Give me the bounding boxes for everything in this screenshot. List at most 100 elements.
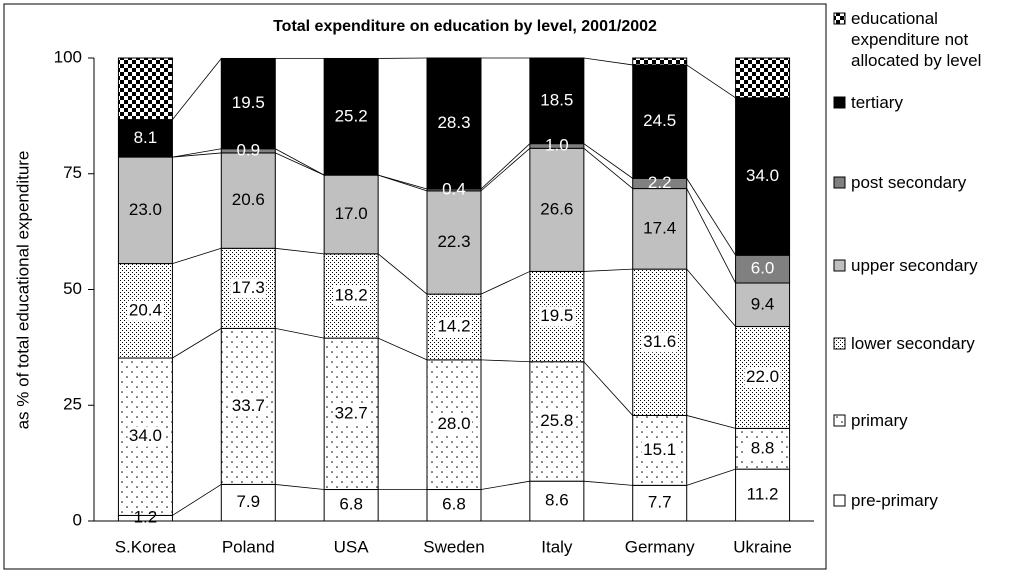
bar-segment — [735, 97, 791, 256]
y-tick-label: 0 — [73, 510, 82, 529]
label-bg — [436, 317, 472, 338]
data-label: 24.5 — [643, 111, 676, 130]
data-label: 31.6 — [643, 332, 676, 351]
legend-label: pre-primary — [851, 491, 938, 510]
data-label: 6.8 — [442, 495, 466, 514]
legend-marker — [833, 494, 846, 507]
legend-label: upper secondary — [851, 256, 978, 275]
data-label: 19.5 — [540, 306, 573, 325]
data-label: 1.2 — [134, 508, 158, 527]
label-bg — [641, 440, 678, 461]
x-tick-label: Germany — [625, 537, 695, 556]
data-label: 20.4 — [129, 300, 162, 319]
connector — [686, 468, 736, 486]
data-label: 25.2 — [335, 106, 368, 125]
connector — [275, 152, 325, 176]
connector — [275, 484, 325, 490]
connector — [377, 253, 428, 295]
connector — [583, 480, 633, 486]
bar-segment — [323, 174, 379, 255]
data-label: 22.3 — [437, 232, 470, 251]
connector — [686, 64, 736, 99]
legend-label: lower secondary — [851, 334, 975, 353]
data-label: 17.0 — [335, 204, 368, 223]
connector — [172, 484, 222, 516]
data-label: 25.8 — [540, 411, 573, 430]
data-label: 8.6 — [545, 491, 569, 510]
connector — [686, 268, 736, 327]
data-label: 26.6 — [540, 199, 573, 218]
data-label: 18.5 — [540, 90, 573, 109]
data-label: 33.7 — [232, 396, 265, 415]
data-label: 19.5 — [232, 93, 265, 112]
y-tick-label: 100 — [54, 47, 82, 66]
bar-segment — [529, 147, 585, 272]
legend-marker — [833, 176, 846, 189]
connector — [275, 148, 325, 176]
label-bg — [538, 306, 575, 327]
bar-segment — [632, 57, 688, 66]
data-label: 7.7 — [648, 493, 672, 512]
connector — [480, 480, 530, 490]
data-label: 0.4 — [442, 179, 466, 198]
connector — [480, 143, 531, 190]
label-bg — [744, 438, 781, 459]
connector — [686, 415, 736, 429]
connector — [480, 271, 531, 295]
legend-label: post secondary — [851, 173, 967, 192]
bar-segment — [735, 282, 791, 328]
connector — [172, 328, 222, 359]
bar-segment — [117, 156, 173, 265]
data-label: 34.0 — [746, 166, 779, 185]
connector — [172, 148, 222, 158]
label-bg — [436, 414, 472, 435]
x-tick-label: Sweden — [423, 537, 484, 556]
legend-label: primary — [851, 411, 908, 430]
connector — [172, 58, 222, 120]
bar-segment — [529, 480, 585, 522]
bar-segment — [117, 57, 173, 121]
data-label: 23.0 — [129, 200, 162, 219]
bar-segment — [632, 64, 688, 179]
label-bg — [744, 367, 781, 388]
connector — [377, 337, 428, 361]
data-label: 9.4 — [751, 294, 775, 313]
data-label: 11.2 — [747, 485, 779, 504]
chart-title: Total expenditure on education by level,… — [273, 18, 657, 35]
y-tick-label: 75 — [63, 163, 82, 182]
label-bg — [230, 278, 267, 299]
legend-label: tertiary — [851, 93, 903, 112]
connector — [480, 359, 530, 363]
bar-segment — [220, 57, 276, 150]
y-tick-label: 25 — [63, 395, 82, 414]
label-bg — [127, 300, 164, 321]
connector — [686, 178, 736, 256]
x-tick-label: Ukraine — [733, 537, 792, 556]
label-bg — [333, 403, 370, 424]
x-tick-label: Poland — [222, 537, 275, 556]
connector — [275, 247, 325, 255]
x-tick-label: USA — [334, 537, 370, 556]
bar-segment — [426, 489, 482, 522]
data-label: 20.6 — [232, 190, 265, 209]
data-label: 14.2 — [437, 316, 470, 335]
data-label: 0.9 — [236, 140, 260, 159]
legend-marker — [833, 96, 846, 109]
bar-segment — [323, 57, 379, 176]
legend-marker — [833, 337, 846, 350]
legend-marker — [833, 12, 846, 25]
bar-segment — [632, 484, 688, 522]
data-label: 6.0 — [751, 259, 775, 278]
y-axis-label: as % of total educational expenditure — [13, 151, 32, 430]
data-label: 32.7 — [335, 403, 368, 422]
data-label: 1.0 — [545, 135, 569, 154]
connector — [275, 327, 325, 339]
data-label: 28.3 — [437, 113, 470, 132]
data-label: 17.4 — [643, 218, 676, 237]
data-label: 6.8 — [339, 495, 363, 514]
data-label: 18.2 — [335, 285, 368, 304]
connector — [172, 152, 222, 158]
y-tick-label: 50 — [63, 279, 82, 298]
